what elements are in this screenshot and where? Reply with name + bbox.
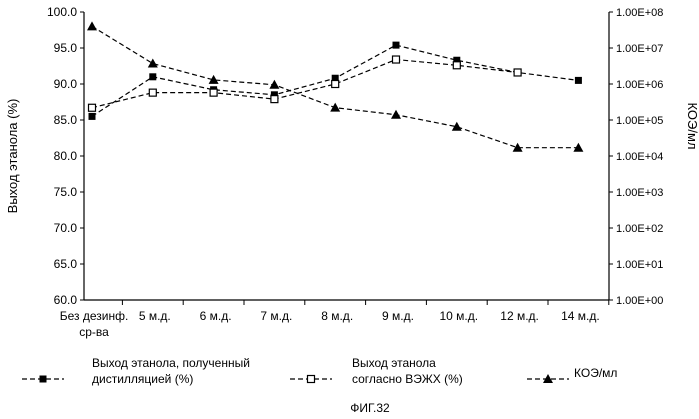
right-axis-ticks: 1.00E+00 1.00E+01 1.00E+02 1.00E+03 1.00E+04… xyxy=(609,7,663,307)
x-tick-label: 7 м.д. xyxy=(260,309,292,323)
data-point-open-square xyxy=(209,88,218,97)
x-tick-label: 5 м.д. xyxy=(139,309,171,323)
y-tick-label: 100.0 xyxy=(47,5,77,19)
data-point-triangle xyxy=(208,74,219,84)
x-tick-label: 10 м.д. xyxy=(439,309,478,323)
y-tick-label: 85.0 xyxy=(54,113,78,127)
data-point-triangle xyxy=(269,79,280,89)
series-line xyxy=(91,58,518,109)
y2-tick-label: 1.00E+02 xyxy=(616,223,663,235)
y-tick-label: 90.0 xyxy=(54,77,78,91)
data-point-open-square xyxy=(452,61,461,70)
data-point-filled-square xyxy=(270,91,278,99)
data-point-triangle xyxy=(391,109,401,119)
data-point-triangle xyxy=(573,142,584,152)
legend-label: Выход этанола, полученный xyxy=(92,356,250,370)
x-tick-label: 12 м.д. xyxy=(500,309,539,323)
data-point-open-square xyxy=(270,95,279,104)
data-point-filled-square xyxy=(39,375,47,383)
y2-tick-label: 1.00E+08 xyxy=(616,7,663,19)
x-axis-ticks: Без дезинф. ср-ва 5 м.д. 6 м.д. 7 м.д. 8 м.д.… xyxy=(60,300,610,339)
x-tick-label: 14 м.д. xyxy=(561,309,600,323)
data-point-filled-square xyxy=(149,73,157,81)
x-tick-label: 9 м.д. xyxy=(382,309,414,323)
x-tick-label: 6 м.д. xyxy=(200,309,232,323)
data-point-triangle xyxy=(543,374,553,383)
data-point-triangle xyxy=(451,121,462,131)
y2-tick-label: 1.00E+04 xyxy=(616,151,663,163)
legend-label: согласно ВЭЖХ (%) xyxy=(352,372,463,386)
data-point-triangle xyxy=(87,21,97,31)
figure-caption: ФИГ.32 xyxy=(350,401,390,415)
y2-tick-label: 1.00E+05 xyxy=(616,115,663,127)
series-2 xyxy=(87,55,522,112)
y-tick-label: 75.0 xyxy=(54,185,78,199)
y-tick-label: 80.0 xyxy=(54,149,78,163)
data-point-filled-square xyxy=(453,56,461,64)
data-point-filled-square xyxy=(331,74,339,82)
data-point-open-square xyxy=(148,88,157,97)
data-point-triangle xyxy=(512,142,523,152)
axes xyxy=(83,12,610,301)
series-3 xyxy=(87,21,584,152)
data-point-filled-square xyxy=(88,112,96,120)
x-tick-label: 8 м.д. xyxy=(321,309,353,323)
y2-tick-label: 1.00E+07 xyxy=(616,43,663,55)
y-tick-label: 95.0 xyxy=(54,41,78,55)
data-point-filled-square xyxy=(392,41,400,49)
data-point-open-square xyxy=(513,68,522,77)
data-point-filled-square xyxy=(574,76,582,84)
data-point-triangle xyxy=(330,102,341,112)
x-tick-label: Без дезинф. ср-ва xyxy=(60,309,129,339)
data-point-open-square xyxy=(87,103,97,112)
legend-label: КОЭ/мл xyxy=(574,366,617,380)
y-tick-label: 60.0 xyxy=(54,293,78,307)
y-axis-title: Выход этанола (%) xyxy=(5,99,20,214)
y-tick-label: 65.0 xyxy=(54,257,78,271)
data-point-triangle xyxy=(147,58,158,68)
data-point-open-square xyxy=(306,374,316,384)
data-point-open-square xyxy=(331,79,340,89)
legend: Выход этанола, полученный дистилляцией (%… xyxy=(22,356,617,386)
legend-label: дистилляцией (%) xyxy=(92,372,193,386)
y2-tick-label: 1.00E+03 xyxy=(616,187,663,199)
left-axis-ticks: 60.0 65.0 70.0 75.0 80.0 85.0 90.0 95.0 100.0 xyxy=(47,5,84,307)
y-tick-label: 70.0 xyxy=(54,221,78,235)
legend-label: Выход этанола xyxy=(352,356,436,370)
y2-tick-label: 1.00E+06 xyxy=(616,79,663,91)
y2-tick-label: 1.00E+00 xyxy=(616,295,663,307)
y2-tick-label: 1.00E+01 xyxy=(616,259,663,271)
series-layer xyxy=(87,21,584,152)
y2-axis-title: КОЭ/мл xyxy=(685,102,699,149)
data-point-open-square xyxy=(391,55,401,64)
